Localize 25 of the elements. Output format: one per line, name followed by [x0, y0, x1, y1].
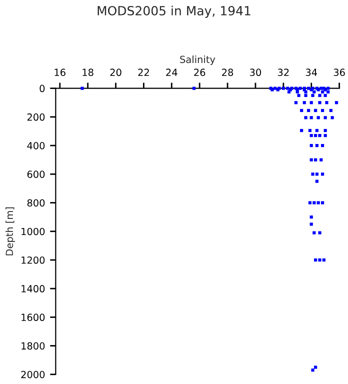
y-tick-label: 1400	[22, 285, 45, 292]
y-tick-label: 1800	[22, 342, 45, 350]
x-tick-label: 20	[110, 68, 122, 76]
y-tick-label: 200	[27, 113, 45, 121]
y-tick-label: 1200	[22, 256, 45, 264]
y-tick-label: 2000	[21, 370, 45, 378]
y-tick-label: 0	[40, 84, 45, 92]
y-tick-label: 1600	[22, 314, 45, 322]
x-tick-label: 24	[166, 68, 178, 76]
x-tick-label: 36	[334, 68, 345, 76]
x-tick-label: 18	[82, 68, 94, 76]
x-tick-label: 30	[250, 68, 262, 76]
y-tick-label: 600	[27, 170, 45, 178]
x-tick-label: 22	[138, 68, 149, 76]
x-tick-label: 32	[278, 68, 289, 76]
x-tick-label: 28	[222, 68, 234, 76]
chart-title: MODS2005 in May, 1941	[98, 6, 250, 18]
y-tick-label: 800	[27, 199, 45, 207]
x-tick-label: 34	[306, 68, 317, 76]
x-tick-label: 16	[54, 68, 66, 76]
x-tick-label: 26	[194, 68, 206, 76]
y-axis-title: Depth [m]	[6, 207, 15, 256]
y-tick-label: 1000	[22, 228, 45, 236]
y-tick-label: 400	[27, 142, 45, 150]
x-axis-title: Salinity	[180, 56, 216, 65]
